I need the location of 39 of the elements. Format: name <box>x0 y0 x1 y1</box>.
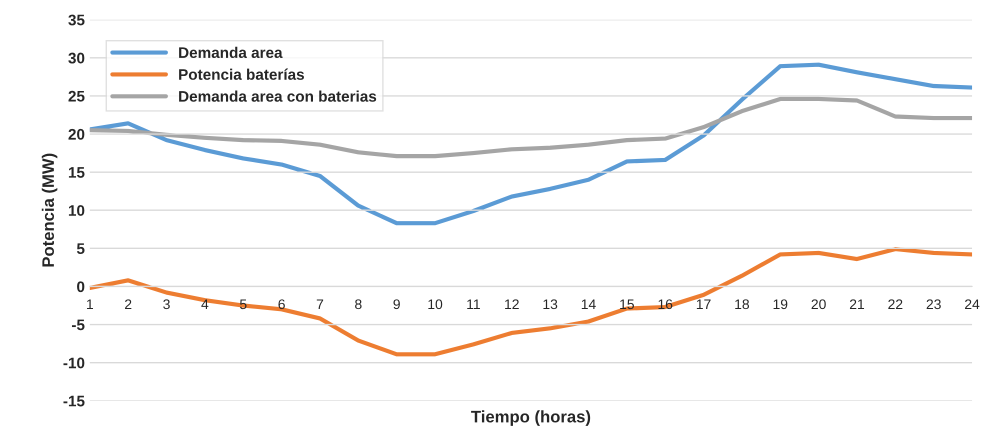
y-tick-label: 0 <box>77 281 84 292</box>
x-tick-label: 1 <box>87 299 94 310</box>
y-tick-label: 25 <box>68 90 85 102</box>
y-tick-label: 20 <box>68 128 84 140</box>
x-tick-label: 11 <box>467 299 480 310</box>
legend-label: Demanda area con baterias <box>179 90 376 102</box>
y-tick-label: -5 <box>72 320 85 330</box>
y-tick-label: 15 <box>68 167 85 178</box>
x-tick-label: 22 <box>888 299 902 310</box>
x-tick-label: 10 <box>428 299 442 310</box>
x-tick-label: 7 <box>316 299 324 310</box>
x-tick-label: 24 <box>965 299 980 310</box>
legend-label: Demanda area <box>179 46 283 58</box>
x-tick-label: 17 <box>696 299 711 310</box>
x-tick-label: 12 <box>505 299 519 310</box>
x-tick-label: 2 <box>125 299 132 310</box>
x-tick-label: 13 <box>543 299 558 310</box>
x-tick-label: 4 <box>201 299 208 310</box>
y-tick-label: 10 <box>68 205 84 216</box>
line-series <box>90 62 972 226</box>
x-axis-title: Tiempo (horas) <box>471 410 590 426</box>
x-tick-label: 19 <box>774 299 788 310</box>
x-tick-label: 6 <box>278 299 285 310</box>
x-tick-label: 20 <box>812 299 826 310</box>
y-axis-title: Potencia (MW) <box>42 154 58 267</box>
y-tick-label: -15 <box>63 396 85 406</box>
x-tick-label: 9 <box>393 299 400 310</box>
x-tick-label: 8 <box>355 299 362 310</box>
x-tick-label: 21 <box>850 299 864 310</box>
legend-label: Potencia baterías <box>179 68 304 80</box>
y-tick-label: 5 <box>76 243 85 254</box>
x-tick-label: 14 <box>582 299 596 310</box>
x-tick-label: 18 <box>735 299 750 310</box>
x-tick-label: 15 <box>620 299 634 310</box>
y-tick-label: 35 <box>68 14 85 26</box>
x-tick-label: 3 <box>163 299 170 310</box>
y-tick-label: 30 <box>68 52 84 64</box>
x-tick-label: 23 <box>926 299 941 310</box>
y-tick-label: -10 <box>63 358 84 368</box>
